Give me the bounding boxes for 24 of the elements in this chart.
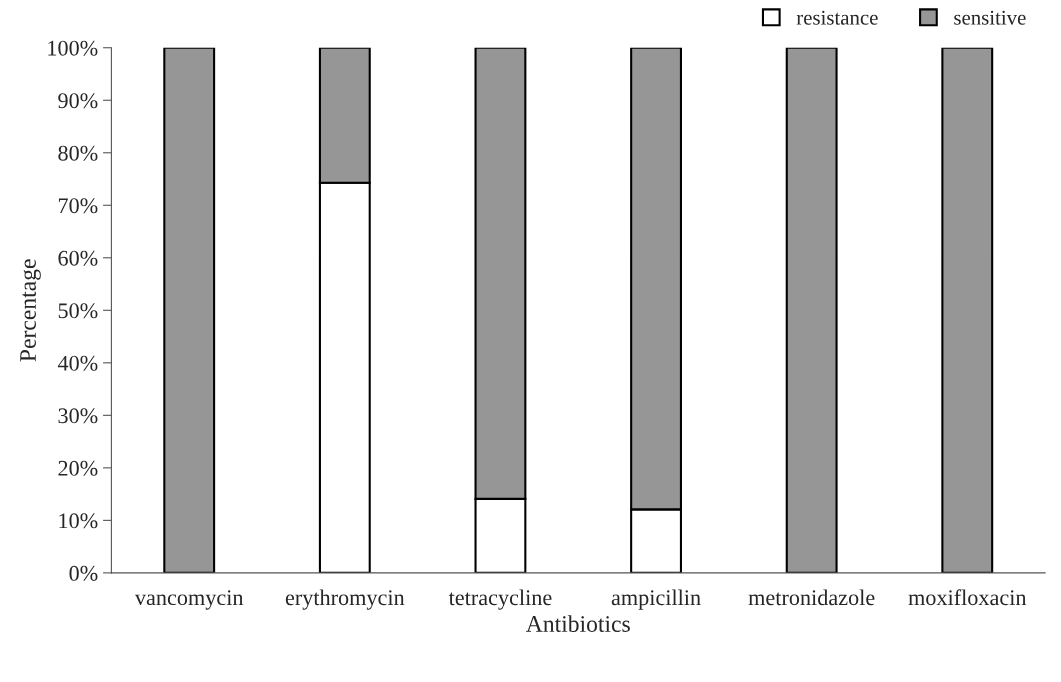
y-tick-label: 70%: [58, 198, 98, 214]
legend-label: resistance: [796, 10, 878, 25]
y-tick-label: 80%: [58, 145, 98, 161]
bar: [941, 47, 994, 573]
y-tick-label: 40%: [57, 355, 98, 371]
bar: [785, 47, 838, 573]
x-tick-label: moxifloxacin: [908, 589, 1027, 606]
x-tick-label: metronidazole: [748, 589, 875, 606]
x-tick-label: vancomycin: [134, 590, 244, 610]
y-tick-label: 30%: [58, 408, 98, 424]
y-tick-label: 20%: [58, 460, 98, 476]
y-tick-label: 50%: [58, 303, 98, 319]
y-tick-label: 100%: [48, 40, 98, 56]
x-tick-label: erythromycin: [285, 589, 405, 610]
bar: [163, 47, 216, 573]
y-tick-label: 0%: [69, 565, 98, 581]
x-tick-label: tetracycline: [448, 589, 552, 610]
legend-label: sensitive: [954, 10, 1026, 25]
y-tick-label: 60%: [58, 250, 98, 266]
y-axis-title: Percentage: [20, 259, 41, 362]
x-axis-title: Antibiotics: [526, 615, 630, 632]
x-tick-label: ampicillin: [611, 589, 701, 610]
y-tick-label: 10%: [59, 513, 98, 529]
y-tick-label: 90%: [58, 93, 98, 109]
